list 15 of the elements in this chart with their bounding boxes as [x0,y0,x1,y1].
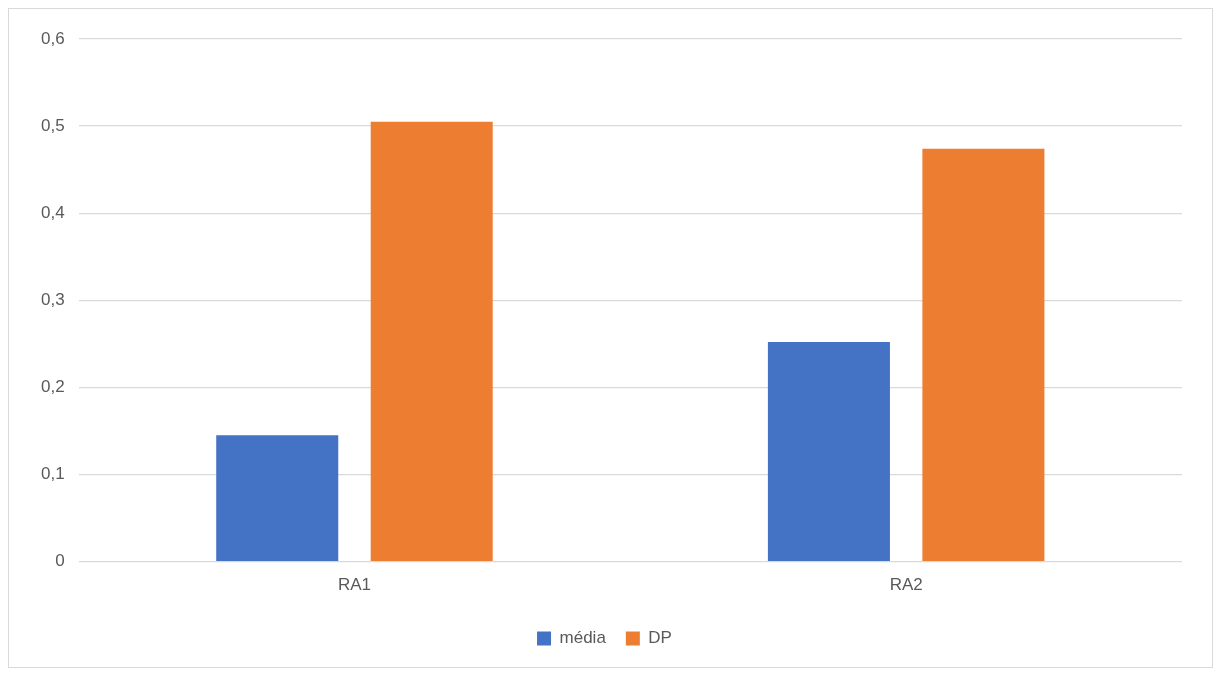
y-tick-label: 0,6 [40,28,65,48]
legend-label: média [559,628,607,648]
bar [767,342,890,561]
y-tick-label: 0,5 [40,115,65,135]
y-tick-label: 0,1 [40,464,65,484]
legend-label: DP [648,628,672,648]
bar [216,435,339,561]
y-tick-label: 0,2 [40,377,65,397]
y-tick-label: 0,3 [40,289,65,309]
bar [922,148,1045,561]
bar [370,121,493,561]
y-tick-label: 0 [55,551,65,571]
x-tick-label: RA2 [889,575,923,595]
y-tick-label: 0,4 [40,202,65,222]
x-tick-label: RA1 [337,575,372,595]
